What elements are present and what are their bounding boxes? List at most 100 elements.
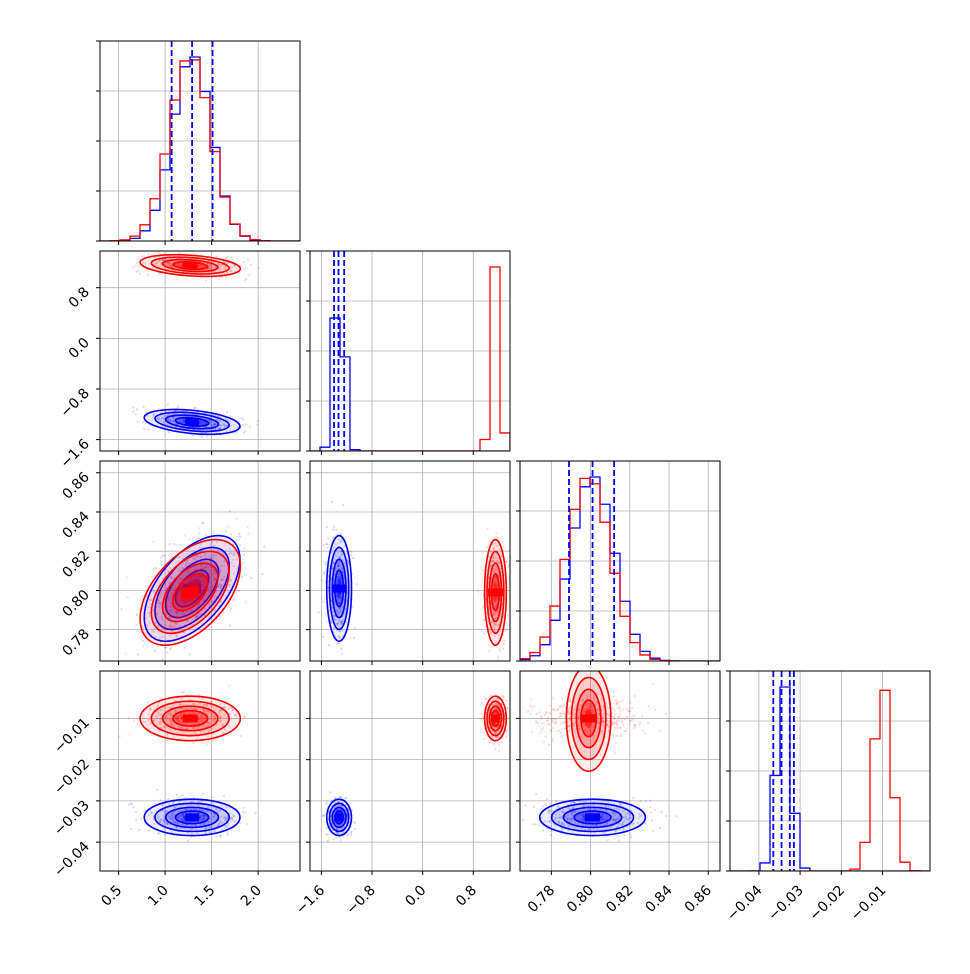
scatter-point	[502, 648, 504, 650]
scatter-point	[245, 601, 247, 603]
scatter-point	[135, 265, 137, 267]
scatter-point	[135, 819, 137, 821]
scatter-point	[326, 526, 328, 528]
scatter-point	[138, 829, 140, 831]
scatter-point	[241, 576, 243, 578]
scatter-point	[505, 736, 507, 738]
scatter-point	[326, 543, 328, 545]
scatter-point	[161, 555, 163, 557]
scatter-point	[350, 551, 352, 553]
scatter-point	[159, 799, 161, 801]
scatter-point	[326, 800, 328, 802]
diag-panel-2	[520, 461, 720, 661]
scatter-point	[323, 571, 325, 573]
scatter-point	[242, 418, 244, 420]
scatter-point	[239, 536, 241, 538]
scatter-point	[477, 590, 479, 592]
scatter-point	[507, 566, 509, 568]
density-core	[185, 418, 199, 426]
scatter-point	[244, 715, 246, 717]
scatter-point	[335, 836, 337, 838]
scatter-point	[145, 411, 147, 413]
scatter-point	[239, 822, 241, 824]
scatter-point	[327, 840, 329, 842]
scatter-point	[225, 276, 227, 278]
scatter-point	[512, 623, 514, 625]
scatter-point	[246, 526, 248, 528]
scatter-point	[484, 625, 486, 627]
scatter-point	[188, 538, 190, 540]
scatter-point	[347, 834, 349, 836]
scatter-point	[173, 543, 175, 545]
scatter-point	[504, 628, 506, 630]
scatter-point	[179, 251, 181, 253]
scatter-point	[161, 658, 163, 660]
scatter-point	[335, 529, 337, 531]
scatter-point	[524, 804, 526, 806]
scatter-point	[177, 405, 179, 407]
scatter-point	[350, 830, 352, 832]
scatter-point	[345, 797, 347, 799]
scatter-point	[180, 544, 182, 546]
scatter-point	[212, 531, 214, 533]
scatter-point	[228, 698, 230, 700]
scatter-point	[156, 789, 158, 791]
scatter-point	[193, 407, 195, 409]
density-core	[491, 714, 499, 722]
scatter-point	[192, 742, 194, 744]
scatter-point	[167, 403, 169, 405]
scatter-point	[238, 590, 240, 592]
scatter-point	[502, 695, 504, 697]
scatter-point	[483, 738, 485, 740]
scatter-point	[498, 744, 500, 746]
scatter-point	[166, 739, 168, 741]
scatter-point	[494, 748, 496, 750]
scatter-point	[644, 822, 646, 824]
scatter-point	[347, 832, 349, 834]
scatter-point	[322, 636, 324, 638]
scatter-point	[486, 546, 488, 548]
scatter-point	[202, 522, 204, 524]
scatter-point	[152, 541, 154, 543]
scatter-point	[167, 798, 169, 800]
scatter-point	[223, 795, 225, 797]
scatter-point	[327, 537, 329, 539]
density-core	[335, 813, 343, 821]
scatter-point	[202, 793, 204, 795]
scatter-point	[143, 406, 145, 408]
scatter-point	[146, 701, 148, 703]
scatter-point	[505, 700, 507, 702]
scatter-point	[542, 830, 544, 832]
scatter-point	[332, 528, 334, 530]
scatter-point	[651, 819, 653, 821]
scatter-point	[257, 420, 259, 422]
scatter-point	[502, 546, 504, 548]
scatter-point	[247, 258, 249, 260]
scatter-point	[248, 274, 250, 276]
scatter-point	[487, 644, 489, 646]
scatter-point	[125, 577, 127, 579]
scatter-point	[339, 839, 341, 841]
scatter-point	[128, 717, 130, 719]
scatter-point	[184, 535, 186, 537]
scatter-point	[129, 733, 131, 735]
scatter-point	[328, 644, 330, 646]
scatter-point	[141, 595, 143, 597]
scatter-point	[326, 827, 328, 829]
scatter-point	[183, 647, 185, 649]
density-core	[185, 813, 199, 821]
scatter-point	[142, 421, 144, 423]
scatter-point	[514, 715, 516, 717]
scatter-point	[136, 420, 138, 422]
scatter-point	[227, 833, 229, 835]
scatter-point	[482, 569, 484, 571]
scatter-point	[198, 527, 200, 529]
scatter-point	[143, 428, 145, 430]
scatter-point	[240, 735, 242, 737]
scatter-point	[147, 273, 149, 275]
scatter-point	[331, 501, 333, 503]
scatter-point	[322, 544, 324, 546]
scatter-point	[546, 798, 548, 800]
scatter-point	[324, 563, 326, 565]
scatter-point	[676, 815, 678, 817]
